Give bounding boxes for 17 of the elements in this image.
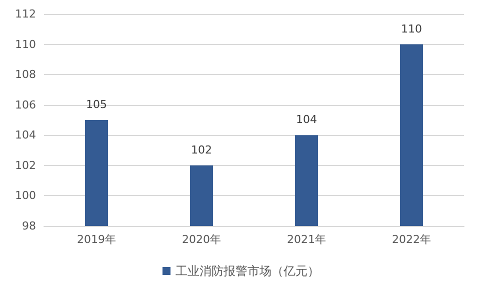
x-tick-label: 2021年 — [287, 233, 326, 246]
x-tick-label: 2022年 — [392, 233, 431, 246]
y-tick-label: 112 — [15, 8, 36, 20]
y-tick-label: 102 — [15, 158, 36, 172]
data-label: 102 — [191, 143, 212, 156]
y-tick-label: 110 — [15, 38, 36, 51]
data-label: 110 — [401, 22, 422, 36]
data-label: 105 — [86, 98, 107, 111]
y-tick-label: 98 — [22, 220, 36, 232]
y-tick-label: 108 — [15, 68, 36, 82]
x-tick-label: 2019年 — [77, 233, 116, 246]
data-label: 104 — [296, 113, 317, 126]
y-tick-label: 106 — [15, 98, 36, 112]
y-tick-label: 104 — [15, 128, 36, 142]
x-tick-label: 2020年 — [182, 233, 221, 246]
y-tick-label: 100 — [15, 189, 36, 202]
legend-label: 工业消防报警市场（亿元） — [176, 264, 320, 278]
